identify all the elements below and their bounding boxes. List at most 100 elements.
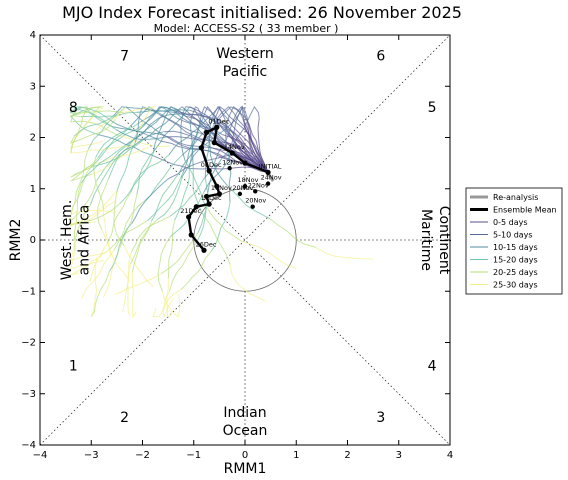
ensemble-member-trace — [168, 243, 197, 292]
ensemble-member-trace — [69, 119, 116, 144]
x-tick-label: −1 — [186, 450, 201, 461]
ensemble-member-trace — [90, 271, 110, 318]
phase-number: 8 — [69, 100, 78, 116]
ensemble-member-trace — [211, 106, 245, 130]
ensemble-mean-point — [193, 204, 199, 210]
ensemble-member-trace — [70, 167, 91, 215]
ensemble-member-trace — [70, 145, 133, 154]
ensemble-mean-point — [203, 129, 210, 135]
ensemble-member-trace — [161, 232, 199, 274]
date-label: 26Dec — [196, 240, 217, 248]
ensemble-member-trace — [164, 130, 213, 149]
ensemble-member-trace — [130, 154, 170, 193]
x-tick-label: 1 — [293, 450, 299, 461]
y-tick-label: −4 — [21, 440, 36, 451]
ensemble-member-trace — [113, 199, 146, 251]
ensemble-member-trace — [70, 110, 124, 114]
chart-subtitle: Model: ACCESS-S2 ( 33 member ) — [154, 22, 339, 35]
phase-divider-diagonal — [39, 34, 451, 446]
ensemble-member-trace — [180, 250, 212, 290]
ensemble-member-trace — [211, 106, 250, 133]
ensemble-member-trace — [130, 215, 171, 253]
ensemble-member-trace — [123, 106, 156, 132]
date-label: 20Nov — [245, 197, 266, 205]
ensemble-member-trace — [110, 119, 160, 135]
ensemble-member-trace — [132, 220, 153, 272]
date-label: 11Dec — [201, 194, 222, 202]
ensemble-member-trace — [74, 114, 115, 137]
x-tick-label: 4 — [447, 450, 453, 461]
legend-label: 20-25 days — [493, 268, 538, 277]
ensemble-member-trace — [74, 182, 82, 240]
ensemble-member-trace — [136, 150, 155, 195]
region-label-left: and Africa — [77, 205, 93, 276]
region-label-top: Western — [216, 46, 273, 62]
ensemble-member-trace — [127, 264, 131, 318]
chart-title: MJO Index Forecast initialised: 26 Novem… — [62, 3, 462, 22]
ensemble-member-trace — [228, 129, 269, 173]
ensemble-member-trace — [139, 106, 176, 131]
ensemble-member-trace — [152, 289, 182, 318]
forecast-point — [227, 166, 232, 171]
ensemble-member-trace — [192, 165, 206, 218]
region-label-left: West. Hem. — [59, 200, 75, 281]
ensemble-member-trace — [151, 172, 180, 222]
forecast-point — [242, 183, 248, 189]
phase-number: 1 — [69, 359, 78, 375]
ensemble-member-trace — [70, 106, 117, 131]
ensemble-mean-point — [214, 124, 220, 130]
ensemble-member-trace — [257, 118, 269, 173]
date-label: 20Nov — [232, 184, 253, 192]
ensemble-member-trace — [170, 106, 218, 145]
date-label: 22Nov — [248, 181, 269, 189]
ensemble-member-trace — [119, 152, 154, 204]
ensemble-member-trace — [108, 222, 133, 272]
ensemble-member-trace — [247, 121, 269, 173]
legend-label: Re-analysis — [493, 193, 538, 202]
date-label: 18Nov — [238, 176, 259, 184]
ensemble-member-trace — [166, 278, 174, 318]
date-label: 06Dec — [201, 161, 222, 169]
x-axis-label: RMM1 — [224, 461, 267, 477]
ensemble-member-trace — [185, 106, 230, 134]
ensemble-mean-point — [206, 168, 212, 174]
ensemble-member-trace — [101, 229, 130, 282]
legend-label: 25-30 days — [493, 281, 538, 290]
y-tick-label: 1 — [30, 184, 36, 195]
region-label-right: Continent — [436, 206, 452, 275]
ensemble-member-trace — [70, 203, 121, 227]
ensemble-member-trace — [102, 247, 121, 298]
forecast-point — [237, 191, 243, 197]
phase-number: 7 — [120, 49, 129, 65]
ensemble-member-trace — [241, 241, 296, 269]
y-axis-label: RMM2 — [8, 219, 24, 262]
ensemble-member-trace — [81, 249, 115, 299]
ensemble-member-trace — [96, 138, 136, 181]
x-tick-label: 3 — [396, 450, 402, 461]
ensemble-member-trace — [70, 114, 119, 136]
ensemble-member-trace — [208, 136, 228, 186]
ensemble-member-trace — [225, 106, 244, 147]
phase-divider-diagonal — [39, 34, 451, 446]
ensemble-member-trace — [217, 153, 269, 173]
ensemble-member-trace — [210, 202, 231, 252]
y-tick-label: −2 — [21, 338, 36, 349]
ensemble-member-trace — [129, 219, 158, 265]
ensemble-member-trace — [70, 239, 107, 262]
ensemble-member-trace — [131, 271, 137, 319]
ensemble-mean-point — [229, 150, 235, 156]
date-label: 14Nov — [224, 143, 245, 151]
ensemble-member-trace — [131, 178, 169, 224]
ensemble-member-trace — [174, 168, 190, 221]
y-tick-label: 3 — [30, 81, 36, 92]
ensemble-member-trace — [161, 140, 219, 155]
ensemble-member-trace — [162, 291, 181, 318]
ensemble-member-trace — [150, 154, 213, 170]
legend-label: 5-10 days — [493, 231, 533, 240]
ensemble-member-trace — [80, 144, 127, 184]
y-tick-label: 2 — [30, 133, 36, 144]
x-tick-label: 2 — [344, 450, 350, 461]
ensemble-member-trace — [122, 252, 132, 313]
ensemble-member-trace — [157, 236, 171, 292]
y-tick-label: 0 — [30, 235, 36, 246]
